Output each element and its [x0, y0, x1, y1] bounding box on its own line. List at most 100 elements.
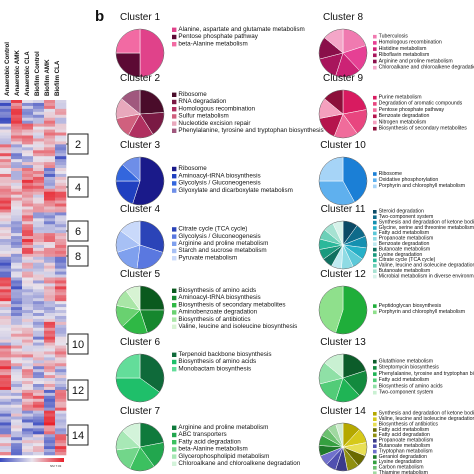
heatmap-cell	[33, 416, 45, 420]
heatmap-cell	[33, 307, 45, 311]
heatmap-cell	[0, 168, 12, 172]
heatmap-cell	[11, 135, 23, 139]
heatmap-cell	[11, 239, 23, 243]
heatmap-cell	[44, 185, 56, 190]
heatmap-cell	[11, 401, 23, 406]
heatmap-cell	[0, 449, 12, 453]
heatmap-cell	[0, 378, 12, 382]
heatmap-cell	[44, 179, 56, 184]
heatmap-cell	[11, 224, 23, 228]
heatmap-cell	[44, 416, 56, 420]
legend-swatch	[172, 34, 177, 40]
heatmap-cell	[44, 150, 56, 154]
heatmap-cell	[0, 413, 12, 417]
heatmap-cell	[44, 194, 56, 198]
heatmap-cell	[55, 120, 67, 124]
heatmap-cell	[55, 389, 67, 394]
cluster-title: Cluster 4	[120, 204, 160, 215]
heatmap-cell	[33, 129, 45, 133]
heatmap-cell	[0, 188, 12, 193]
heatmap-cell	[33, 301, 45, 305]
heatmap-cell	[11, 188, 23, 193]
heatmap-cell	[22, 375, 34, 379]
heatmap-cell	[44, 111, 56, 116]
legend-label: Streptomycin biosynthesis	[379, 365, 440, 371]
cluster-box-label: 10	[72, 339, 84, 351]
heatmap-cell	[0, 271, 12, 275]
heatmap-cell	[33, 268, 45, 272]
heatmap-cell	[0, 327, 12, 332]
heatmap-cell	[33, 105, 45, 110]
heatmap-cell	[55, 431, 67, 435]
cluster-title: Cluster 11	[321, 204, 366, 215]
heatmap-cell	[44, 363, 56, 367]
legend-entry: RNA degradation	[172, 98, 227, 105]
cluster-box-label: 8	[75, 251, 81, 263]
heatmap-cell	[22, 262, 34, 266]
legend-label: Sulfur metabolism	[178, 113, 228, 120]
heatmap-cell	[44, 333, 56, 337]
heatmap-cell	[0, 147, 12, 151]
legend-label: Aminoacyl-tRNA biosynthesis	[178, 172, 260, 179]
legend-swatch	[172, 324, 177, 329]
legend-entry: Propanoate metabolism	[373, 236, 433, 242]
heatmap-cell	[55, 351, 67, 355]
heatmap-cell	[0, 120, 12, 124]
legend-entry: Chloroalkane and chloroalkene degradatio…	[373, 65, 474, 71]
heatmap-cell	[11, 333, 23, 337]
heatmap-cell	[55, 271, 67, 275]
heatmap-cell	[33, 194, 45, 198]
heatmap-cell	[33, 212, 45, 216]
heatmap-cell	[55, 171, 67, 175]
legend-entry: Nitrogen metabolism	[373, 119, 426, 125]
heatmap-cell	[11, 144, 23, 148]
colorbar	[0, 458, 64, 462]
heatmap-cell	[44, 274, 56, 278]
heatmap-cell	[55, 378, 67, 382]
legend-label: Biosynthesis of antibiotics	[379, 421, 439, 427]
colorbar-gradient	[0, 458, 64, 462]
heatmap-cell	[0, 313, 12, 317]
heatmap-cell	[0, 212, 12, 216]
heatmap-cell	[22, 150, 34, 154]
legend-entry: Valine, leucine and isoleucine biosynthe…	[172, 323, 297, 330]
heatmap-cell	[11, 307, 23, 311]
heatmap-cell	[33, 321, 45, 326]
heatmap-cell	[33, 375, 45, 379]
legend-entry: Aminoacyl-tRNA biosynthesis	[172, 172, 261, 179]
heatmap-cell	[55, 105, 67, 110]
heatmap-cell	[11, 366, 23, 370]
legend-label: Nitrogen metabolism	[379, 119, 427, 125]
heatmap-cell	[11, 111, 23, 116]
heatmap-cell	[0, 209, 12, 213]
heatmap-cell	[44, 366, 56, 370]
legend-swatch	[373, 247, 377, 252]
heatmap-cell	[33, 224, 45, 228]
legend-label: Terpenoid backbone biosynthesis	[178, 351, 271, 358]
heatmap-cell	[33, 176, 45, 181]
heatmap-cell	[22, 360, 34, 364]
legend-swatch	[172, 92, 177, 97]
heatmap-cell	[33, 156, 45, 160]
heatmap-cell	[55, 345, 67, 349]
legend-swatch	[373, 184, 377, 189]
heatmap-cell	[55, 126, 67, 130]
heatmap-cell	[11, 369, 23, 373]
legend-label: Biosynthesis of secondary metabolites	[379, 126, 468, 132]
heatmap-cell	[11, 339, 23, 343]
heatmap-cell	[0, 330, 12, 335]
cluster-title: Cluster 7	[120, 406, 160, 417]
legend-label: Two-component system	[379, 390, 434, 396]
legend-swatch	[172, 440, 177, 445]
heatmap-cell	[0, 386, 12, 391]
legend-entry: Synthesis and degradation of ketone bodi…	[373, 219, 474, 225]
legend-label: Monobactam biosynthesis	[178, 365, 251, 372]
cluster-title: Cluster 10	[320, 140, 366, 151]
heatmap-cell	[11, 304, 23, 308]
heatmap-cell	[33, 440, 45, 444]
heatmap-cell	[11, 443, 23, 447]
heatmap-cell	[22, 171, 34, 175]
legend-entry: Benzoate degradation	[373, 241, 429, 247]
heatmap-cell	[22, 366, 34, 370]
heatmap-cell	[11, 437, 23, 441]
